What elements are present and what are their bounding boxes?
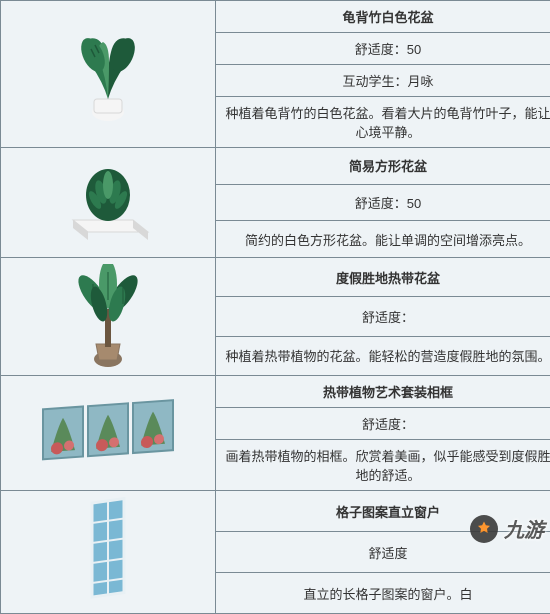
- item-image-cell: [1, 1, 216, 148]
- item-icon: [9, 160, 207, 245]
- items-table: 龟背竹白色花盆舒适度：50互动学生：月咏种植着龟背竹的白色花盆。看着大片的龟背竹…: [0, 0, 550, 614]
- item-icon: [9, 264, 207, 369]
- item-row: 度假胜地热带花盆: [1, 258, 550, 297]
- item-attribute: 舒适度：: [216, 408, 550, 440]
- item-image-cell: [1, 148, 216, 258]
- item-image-cell: [1, 376, 216, 491]
- item-name: 度假胜地热带花盆: [216, 258, 550, 297]
- item-description: 种植着龟背竹的白色花盆。看着大片的龟背竹叶子，能让心境平静。: [216, 97, 550, 148]
- watermark-text: 九游: [504, 514, 544, 543]
- item-description: 简约的白色方形花盆。能让单调的空间增添亮点。: [216, 221, 550, 258]
- item-attribute: 舒适度：: [216, 297, 550, 336]
- item-attribute: 互动学生：月咏: [216, 65, 550, 97]
- item-name: 龟背竹白色花盆: [216, 1, 550, 33]
- item-description: 画着热带植物的相框。欣赏着美画，似乎能感受到度假胜地的舒适。: [216, 440, 550, 491]
- item-description: 种植着热带植物的花盆。能轻松的营造度假胜地的氛围。: [216, 336, 550, 375]
- item-icon: [9, 27, 207, 122]
- item-attribute: 舒适度：50: [216, 33, 550, 65]
- item-row: 格子图案直立窗户: [1, 491, 550, 532]
- item-icon: [9, 497, 207, 607]
- item-row: 简易方形花盆: [1, 148, 550, 185]
- watermark-logo-icon: [470, 515, 498, 543]
- item-image-cell: [1, 491, 216, 614]
- item-row: 热带植物艺术套装相框: [1, 376, 550, 408]
- item-description: 直立的长格子图案的窗户。白: [216, 573, 550, 614]
- item-name: 简易方形花盆: [216, 148, 550, 185]
- item-attribute: 舒适度：50: [216, 184, 550, 221]
- watermark: 九游: [470, 514, 544, 543]
- item-icon: [9, 398, 207, 468]
- item-row: 龟背竹白色花盆: [1, 1, 550, 33]
- item-image-cell: [1, 258, 216, 376]
- item-name: 热带植物艺术套装相框: [216, 376, 550, 408]
